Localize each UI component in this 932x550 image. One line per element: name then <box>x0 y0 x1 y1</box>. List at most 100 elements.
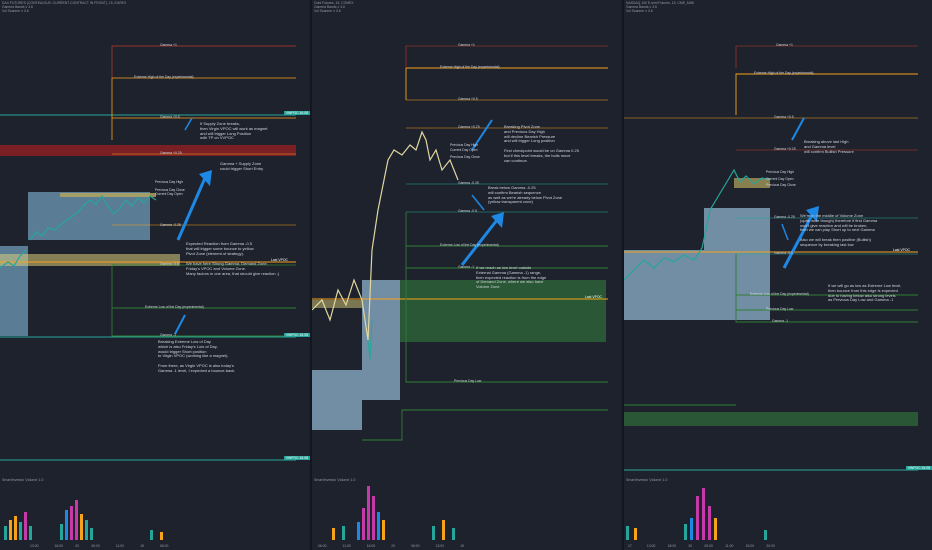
level-label: Gamma +0.25 <box>774 147 796 151</box>
extreme-high-line <box>735 73 918 115</box>
level-label: Previous Day High <box>450 143 479 147</box>
candles <box>312 130 459 361</box>
time-tick: 17 <box>628 544 632 548</box>
time-tick: 15 <box>140 544 144 548</box>
time-tick: 06:00 <box>91 544 100 548</box>
level-label: Gamma -1 <box>160 333 177 337</box>
time-tick: 11:00 <box>342 544 351 548</box>
time-tick: 11:00 <box>115 544 125 548</box>
panel-divider[interactable] <box>310 0 312 550</box>
level-label: Extreme Low of the Day (experimental) <box>145 305 204 309</box>
arrow-up-icon <box>460 212 504 266</box>
demand-zone <box>400 280 606 342</box>
annotation-note: If we will go as low as Extreme Low leve… <box>828 283 902 303</box>
candles <box>624 168 771 281</box>
green-step-line <box>362 409 608 441</box>
time-tick: 11:00 <box>725 544 734 548</box>
chart-canvas-gold[interactable] <box>312 0 622 550</box>
level-label: Previous Day Close <box>450 155 480 159</box>
chart-header: DAX FUTURES (CONTINUOUS: CURRENT CONTRAC… <box>2 1 126 14</box>
symbol-title[interactable]: Gold Futures, 15, COMEX <box>314 1 354 5</box>
level-label: Gamma +0.5 <box>160 115 180 119</box>
indicator-label[interactable]: Gamma Bands v 3.6 <box>626 5 657 10</box>
indicator-label[interactable]: Vol Scanner v 3.6 <box>314 9 341 14</box>
annotation-note: If Supply Zone breaks, then Virgin VPOC … <box>200 121 268 141</box>
annotation-note: We have here Strong Gamma, Demand Zone, … <box>186 261 280 276</box>
prev-day-low-line <box>405 268 608 383</box>
volume-bars <box>4 500 163 540</box>
level-label: Gamma +0.5 <box>458 97 478 101</box>
annotation-note: Breaking Pivot Zone and Previous Day Hig… <box>504 124 556 144</box>
extreme-high-line <box>111 77 296 118</box>
level-label: Extreme High of the Day (experimental) <box>440 65 500 69</box>
time-tick: 15 <box>460 544 464 548</box>
chart-panel-dax[interactable]: DAX FUTURES (CONTINUOUS: CURRENT CONTRAC… <box>0 0 310 550</box>
volume-zone <box>704 208 770 320</box>
chart-canvas-dax[interactable] <box>0 0 310 550</box>
pivot-zone <box>312 300 362 308</box>
arrow-up-icon <box>791 117 805 141</box>
level-label: Previous Day High <box>766 170 795 174</box>
level-label: Gamma -1 <box>772 319 789 323</box>
annotation-note: Breaking above last High and Gamma level… <box>804 139 854 154</box>
time-tick: 16:00 <box>366 544 376 548</box>
level-label: Extreme High of the Day (experimental) <box>134 75 194 79</box>
arrow-up-icon <box>176 170 212 241</box>
level-label: Gamma -0.25 <box>458 181 479 185</box>
vwpoc-tag: VWPOC 16.08 <box>283 111 310 115</box>
volume-indicator-label[interactable]: SmartInvestor Volume 1.0 <box>314 478 356 482</box>
volume-indicator-label[interactable]: SmartInvestor Volume 1.0 <box>2 478 44 482</box>
chart-panel-gold[interactable]: Gold Futures, 15, COMEX Gamma Bands v 3.… <box>312 0 622 550</box>
volume-indicator-label[interactable]: SmartInvestor Volume 1.0 <box>626 478 668 482</box>
level-label: Gamma -0.25 <box>774 215 795 219</box>
level-label: Gamma +1 <box>458 43 475 47</box>
level-label: Gamma +1 <box>160 43 177 47</box>
arrow-up-icon <box>471 119 493 151</box>
time-tick: 20 <box>688 544 693 548</box>
indicator-label[interactable]: Vol Scanner v 3.6 <box>2 9 29 14</box>
level-label: Previous Day Low <box>454 379 482 383</box>
chart-header: NASDAQ 100 E-mini Futures, 15, CME_MINI … <box>626 1 694 14</box>
indicator-label[interactable]: Gamma Bands v 3.6 <box>314 5 345 10</box>
gamma-plus05-line <box>111 117 296 140</box>
annotation-note: Break below Gamma -0.25 will confirm Bea… <box>488 185 563 205</box>
time-tick: 15:00 <box>745 544 755 548</box>
time-axis[interactable]: 17 13:00 18:00 20 05:00 11:00 15:00 20:0… <box>628 544 775 548</box>
annotation-note: Breaking Extreme Low of Day which is als… <box>158 339 229 359</box>
chart-panel-nasdaq[interactable]: NASDAQ 100 E-mini Futures, 15, CME_MINI … <box>624 0 932 550</box>
time-tick: 16:00 <box>54 544 64 548</box>
volume-bars <box>332 486 455 540</box>
level-label: Gamma -1 <box>458 265 475 269</box>
annotation-note: First checkpoint would be on Gamma 0.25 … <box>504 148 579 163</box>
vwpoc-tag: VWPOC 15.08 <box>905 466 932 470</box>
indicator-label[interactable]: Vol Scanner v 3.6 <box>626 9 653 14</box>
volume-bars <box>626 488 767 540</box>
time-axis[interactable]: 06:00 11:00 16:00 20 06:00 13:00 15 <box>318 544 464 548</box>
pivot-zone <box>734 178 770 188</box>
chart-canvas-nasdaq[interactable] <box>624 0 932 550</box>
arrow-down-icon <box>781 223 789 241</box>
indicator-label[interactable]: Gamma Bands v 3.6 <box>2 5 33 10</box>
time-tick: 06:00 <box>318 544 327 548</box>
symbol-title[interactable]: DAX FUTURES (CONTINUOUS: CURRENT CONTRAC… <box>2 1 127 5</box>
level-label: Current Day Open <box>155 192 183 196</box>
last-vpoc-label: Last VPOC <box>893 248 910 252</box>
vwpoc-tag: VWPOC 15.08 <box>283 333 310 337</box>
level-label: Gamma +0.5 <box>774 115 794 119</box>
level-label: Previous Day Close <box>155 188 185 192</box>
time-tick: 18:00 <box>667 544 677 548</box>
level-label: Gamma -0.5 <box>160 262 179 266</box>
prev-day-band <box>60 193 156 197</box>
annotation-note: Expected Reaction from Gamma -0.5 that w… <box>186 241 254 256</box>
arrow-down-icon <box>184 117 193 131</box>
level-label: Current Day Open <box>766 177 794 181</box>
level-label: Current Day Open <box>450 148 478 152</box>
symbol-title[interactable]: NASDAQ 100 E-mini Futures, 15, CME_MINI <box>626 1 695 5</box>
volume-zone-left <box>312 370 362 430</box>
time-axis[interactable]: 13:00 16:00 20 06:00 11:00 15 06:00 <box>30 544 168 548</box>
supply-zone <box>0 145 296 156</box>
level-label: Extreme Low of the Day (experimental) <box>750 292 809 296</box>
panel-divider[interactable] <box>622 0 624 550</box>
time-tick: 06:00 <box>159 544 169 548</box>
level-label: Extreme High of the Day (experimental) <box>754 71 814 75</box>
